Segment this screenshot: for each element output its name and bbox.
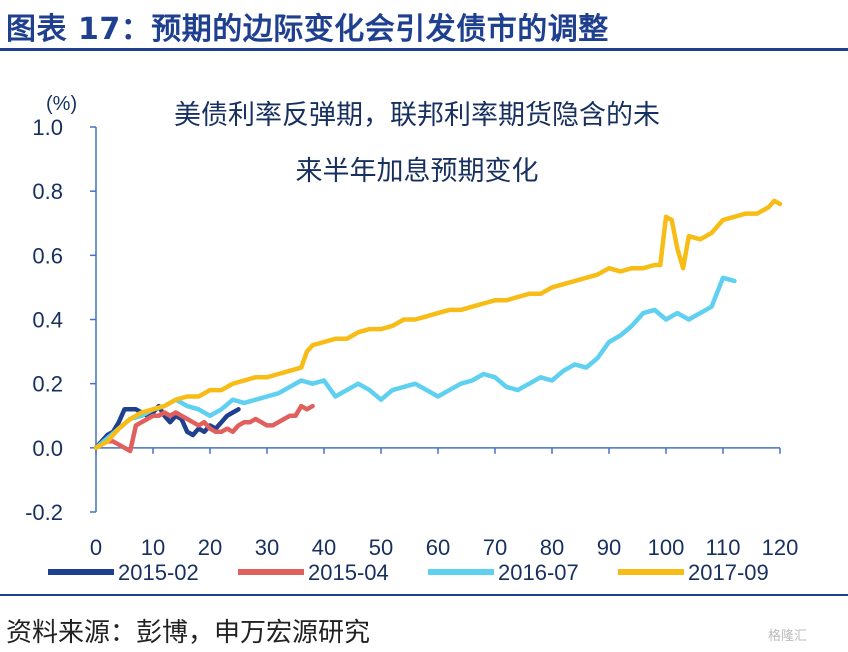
series-line [93, 198, 783, 451]
y-tick-label: 0.6 [32, 243, 63, 268]
y-tick-label: 0.8 [32, 179, 63, 204]
source-note: 资料来源：彭博，申万宏源研究 [6, 618, 371, 648]
line-chart: -0.2 0.0 0.2 0.4 0.6 0.8 1.0 0 10 20 30 40 50 60 70 80 9… [25, 93, 798, 585]
x-tick-label: 120 [762, 535, 799, 560]
x-tick-label: 30 [255, 535, 279, 560]
source-divider [0, 594, 848, 596]
x-tick-label: 0 [90, 535, 102, 560]
chart-series [93, 198, 783, 454]
legend-label: 2015-02 [118, 560, 199, 585]
figure-title: 图表 17：预期的边际变化会引发债市的调整 [6, 12, 609, 47]
y-unit-label: (%) [46, 93, 77, 115]
chart-annotation-line-1: 美债利率反弹期，联邦利率期货隐含的未 [174, 100, 660, 131]
x-tick-label: 110 [705, 535, 740, 560]
x-tick-label: 70 [483, 535, 507, 560]
y-tick-label: 0.0 [32, 436, 63, 461]
watermark: 格隆汇 [768, 629, 808, 644]
x-tick-label: 100 [648, 535, 685, 560]
chart-axes: -0.2 0.0 0.2 0.4 0.6 0.8 1.0 0 10 20 30 40 50 60 70 80 9… [25, 115, 798, 560]
series-line [93, 403, 315, 454]
legend-label: 2015-04 [308, 560, 389, 585]
x-tick-label: 50 [369, 535, 393, 560]
x-tick-label: 90 [597, 535, 621, 560]
series-line [93, 275, 737, 451]
y-tick-label: 0.4 [32, 308, 63, 333]
title-divider [0, 48, 848, 51]
y-tick-label: 1.0 [32, 115, 63, 140]
legend-label: 2016-07 [498, 560, 579, 585]
y-tick-label: -0.2 [25, 500, 63, 525]
x-tick-label: 60 [426, 535, 450, 560]
x-tick-label: 20 [198, 535, 222, 560]
chart-annotation-line-2: 来半年加息预期变化 [296, 156, 539, 187]
legend-label: 2017-09 [688, 560, 769, 585]
x-tick-label: 10 [141, 535, 165, 560]
series-line [93, 403, 241, 451]
x-tick-label: 40 [312, 535, 336, 560]
chart-legend: 2015-02 2015-04 2016-07 2017-09 [48, 560, 769, 585]
y-tick-label: 0.2 [32, 372, 63, 397]
x-tick-label: 80 [540, 535, 564, 560]
